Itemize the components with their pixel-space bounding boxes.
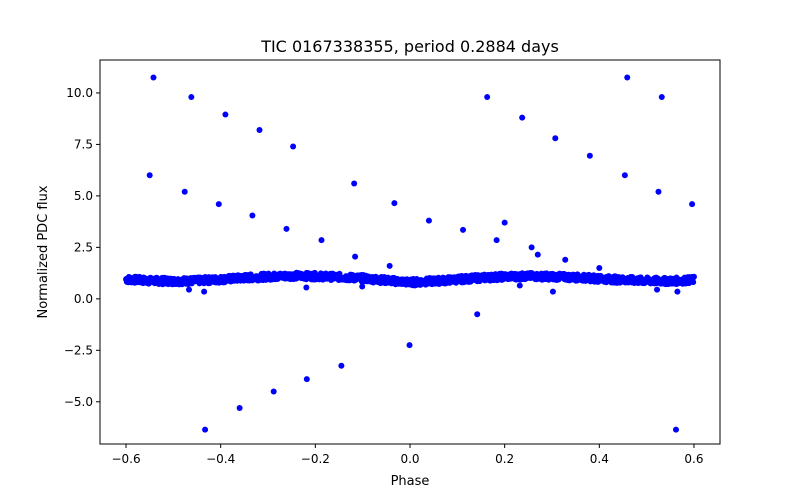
y-axis-label: Normalized PDC flux: [36, 185, 51, 318]
y-tick-label: −5.0: [64, 395, 93, 409]
outlier-point: [146, 172, 153, 179]
outlier-point: [391, 200, 398, 207]
outlier-point: [185, 286, 192, 293]
x-tick-label: −0.2: [301, 452, 330, 466]
outlier-point: [283, 225, 290, 232]
outlier-point: [338, 362, 345, 369]
outlier-point: [493, 237, 500, 244]
x-tick-label: 0.4: [590, 452, 609, 466]
x-tick-label: 0.0: [400, 452, 419, 466]
outlier-point: [406, 342, 413, 349]
outlier-point: [552, 135, 559, 142]
outlier-point: [654, 286, 661, 293]
outlier-point: [236, 404, 243, 411]
y-tick-label: −2.5: [64, 343, 93, 357]
outlier-point: [655, 188, 662, 195]
outlier-point: [516, 282, 523, 289]
outlier-point: [201, 288, 208, 295]
outlier-point: [658, 94, 665, 101]
outlier-point: [249, 212, 256, 219]
baseline-point: [690, 279, 697, 286]
outlier-point: [484, 94, 491, 101]
y-tick-label: 10.0: [66, 86, 93, 100]
outlier-point: [674, 288, 681, 295]
outlier-point: [519, 114, 526, 121]
outlier-point: [303, 284, 310, 291]
outlier-point: [474, 311, 481, 318]
baseline-point: [690, 273, 697, 280]
outlier-point: [621, 172, 628, 179]
outlier-point: [290, 143, 297, 150]
plot-frame: [99, 59, 721, 445]
chart-title: TIC 0167338355, period 0.2884 days: [260, 37, 559, 56]
outlier-point: [352, 253, 359, 260]
x-tick-label: −0.6: [111, 452, 140, 466]
y-axis: −5.0 −2.5 0.0 2.5 5.0 7.5 10.0: [64, 86, 100, 409]
outlier-point: [425, 217, 432, 224]
x-tick-label: −0.4: [206, 452, 235, 466]
outlier-point: [562, 256, 569, 263]
data-points: [123, 74, 697, 433]
x-tick-label: 0.2: [495, 452, 514, 466]
outlier-point: [501, 219, 508, 226]
outlier-point: [359, 283, 366, 290]
x-axis: −0.6 −0.4 −0.2 0.0 0.2 0.4 0.6: [111, 444, 704, 466]
outlier-point: [222, 111, 229, 118]
outlier-point: [596, 264, 603, 271]
outlier-point: [689, 201, 696, 208]
outlier-point: [586, 152, 593, 159]
outlier-point: [150, 74, 157, 81]
outlier-point: [256, 127, 263, 134]
outlier-point: [181, 188, 188, 195]
outlier-point: [303, 376, 310, 383]
outlier-point: [624, 74, 631, 81]
outlier-point: [351, 180, 358, 187]
outlier-point: [386, 262, 393, 269]
outlier-point: [460, 226, 467, 233]
outlier-point: [270, 388, 277, 395]
outlier-point: [672, 426, 679, 433]
y-tick-label: 0.0: [74, 292, 93, 306]
y-tick-label: 2.5: [74, 240, 93, 254]
outlier-point: [202, 426, 209, 433]
x-axis-label: Phase: [391, 474, 430, 489]
y-tick-label: 7.5: [74, 137, 93, 151]
outlier-point: [549, 288, 556, 295]
outlier-point: [534, 251, 541, 258]
outlier-point: [528, 244, 535, 251]
outlier-point: [215, 201, 222, 208]
outlier-point: [188, 94, 195, 101]
y-tick-label: 5.0: [74, 189, 93, 203]
outlier-point: [318, 237, 325, 244]
x-tick-label: 0.6: [684, 452, 703, 466]
